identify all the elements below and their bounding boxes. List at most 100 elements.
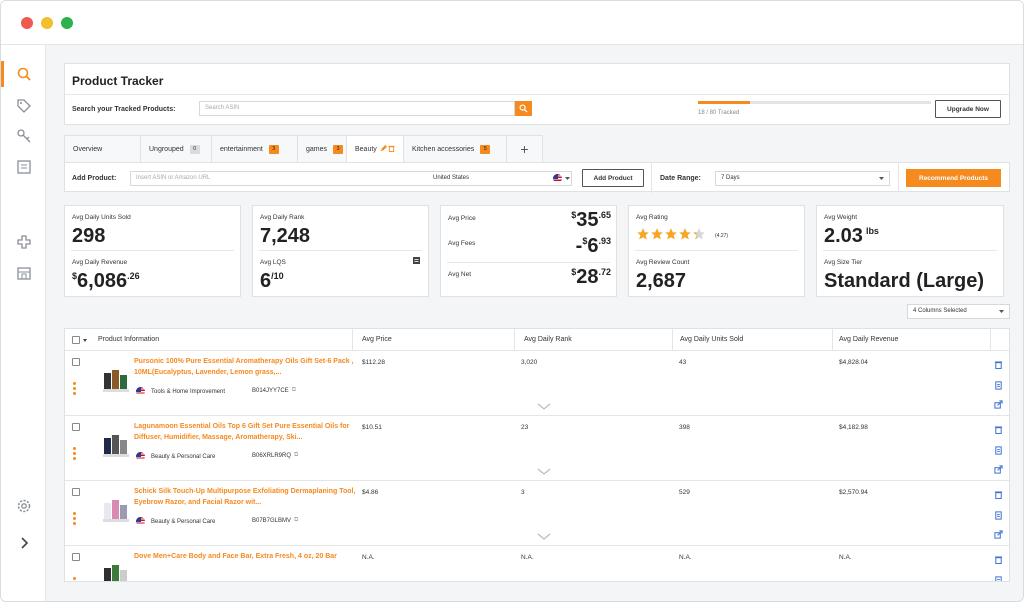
tab-entertainment[interactable]: entertainment 3 [211, 135, 298, 162]
avg-units-cell: 398 [679, 424, 690, 431]
maximize-window-button[interactable] [61, 17, 73, 29]
columns-selector[interactable]: 4 Columns Selected [907, 304, 1010, 319]
tab-ungrouped[interactable]: Ungrouped 0 [140, 135, 212, 162]
tab-games[interactable]: games 3 [297, 135, 347, 162]
row-checkbox[interactable] [72, 358, 80, 366]
column-header[interactable]: Avg Daily Units Sold [680, 336, 744, 343]
avg-price-cell: N.A. [362, 554, 375, 561]
document-icon[interactable] [994, 381, 1003, 390]
metric-divider [823, 250, 997, 251]
tracked-count: 18 / 80 Tracked [698, 110, 740, 116]
asin-url-placeholder: Insert ASIN or Amazon URL [136, 175, 211, 181]
avg-revenue-cell: $4,828.04 [839, 359, 868, 366]
date-range-select[interactable]: 7 Days [715, 171, 890, 186]
row-checkbox[interactable] [72, 553, 80, 561]
minimize-window-button[interactable] [41, 17, 53, 29]
table-row[interactable]: Pursonic 100% Pure Essential Aromatherap… [65, 351, 1009, 416]
trash-icon[interactable] [994, 490, 1003, 499]
value-cents: .93 [598, 236, 611, 246]
tab-kitchen-accessories[interactable]: Kitchen accessories 5 [403, 135, 507, 162]
tab-overview[interactable]: Overview [64, 135, 141, 162]
edit-icon[interactable] [380, 145, 387, 154]
product-asin[interactable]: B06XRLR9RQ [252, 452, 292, 459]
chevron-right-icon[interactable] [13, 532, 35, 554]
external-link-icon[interactable] [994, 530, 1003, 539]
row-menu-icon[interactable] [73, 447, 76, 462]
product-name-link[interactable]: Lagunamoon Essential Oils Top 6 Gift Set… [134, 423, 350, 441]
store-icon[interactable] [13, 262, 35, 284]
add-tab-button[interactable]: + [506, 135, 543, 162]
date-range-value: 7 Days [721, 175, 740, 181]
column-header[interactable]: Avg Price [362, 336, 392, 343]
product-asin[interactable]: B014JYY7CE [252, 387, 289, 394]
title-bar [1, 1, 1023, 45]
table-row[interactable]: Schick Silk Touch-Up Multipurpose Exfoli… [65, 481, 1009, 546]
select-all-checkbox[interactable] [72, 336, 80, 344]
metric-card-rating-reviews: Avg Rating (4.27) Avg Review Count 2,687 [628, 205, 805, 297]
tab-label: Overview [73, 145, 103, 153]
caret-down-icon [879, 177, 884, 180]
chevron-down-icon[interactable] [537, 403, 551, 411]
book-icon[interactable] [13, 156, 35, 178]
gear-icon[interactable] [13, 495, 35, 517]
value-cents: .26 [127, 271, 140, 281]
key-icon[interactable] [13, 125, 35, 147]
trash-icon[interactable] [388, 145, 395, 154]
product-meta: Beauty & Personal Care [136, 517, 215, 526]
chevron-down-icon[interactable] [537, 468, 551, 476]
product-meta: Beauty & Personal Care [136, 452, 215, 461]
row-checkbox[interactable] [72, 423, 80, 431]
upgrade-now-button[interactable]: Upgrade Now [935, 100, 1001, 118]
column-header[interactable]: Avg Daily Rank [524, 336, 572, 343]
puzzle-icon[interactable] [13, 231, 35, 253]
close-window-button[interactable] [21, 17, 33, 29]
add-product-button[interactable]: Add Product [582, 169, 644, 187]
row-menu-icon[interactable] [73, 512, 76, 527]
document-icon[interactable] [994, 576, 1003, 582]
product-asin[interactable]: B07B7GLBMV [252, 517, 292, 524]
search-icon[interactable] [13, 63, 35, 85]
row-menu-icon[interactable] [73, 577, 76, 581]
column-divider [352, 329, 353, 351]
trash-icon[interactable] [994, 555, 1003, 564]
chevron-down-icon[interactable] [537, 533, 551, 541]
tag-icon[interactable] [13, 95, 35, 117]
table-row[interactable]: Dove Men+Care Body and Face Bar, Extra F… [65, 546, 1009, 582]
star-icon [664, 227, 678, 246]
value-whole: 6 [587, 235, 599, 257]
external-link-icon[interactable] [994, 400, 1003, 409]
metric-label: Avg Daily Rank [260, 214, 305, 221]
asin-url-input[interactable]: Insert ASIN or Amazon URL United States [130, 171, 572, 186]
column-header[interactable]: Product Information [98, 336, 160, 343]
document-icon[interactable] [994, 511, 1003, 520]
search-input[interactable]: Search ASIN [199, 101, 515, 116]
column-header[interactable]: Avg Daily Revenue [839, 336, 899, 343]
currency-symbol: $ [72, 271, 78, 281]
row-checkbox[interactable] [72, 488, 80, 496]
copy-icon[interactable]: ⧉ [294, 452, 299, 458]
caret-down-icon[interactable] [83, 339, 87, 342]
trash-icon[interactable] [994, 425, 1003, 434]
search-button[interactable] [515, 101, 532, 116]
recommend-products-button[interactable]: Recommend Products [906, 169, 1001, 187]
product-name-link[interactable]: Pursonic 100% Pure Essential Aromatherap… [134, 358, 354, 376]
us-flag-icon [136, 452, 145, 461]
table-row[interactable]: Lagunamoon Essential Oils Top 6 Gift Set… [65, 416, 1009, 481]
copy-icon[interactable]: ⧉ [294, 517, 299, 523]
avg-rank-cell: N.A. [521, 554, 534, 561]
product-name-link[interactable]: Dove Men+Care Body and Face Bar, Extra F… [134, 553, 337, 560]
copy-icon[interactable]: ⧉ [291, 387, 296, 393]
trash-icon[interactable] [994, 360, 1003, 369]
lqs-info-icon[interactable] [413, 257, 420, 264]
external-link-icon[interactable] [994, 465, 1003, 474]
metric-value: Standard (Large) [824, 270, 985, 292]
tab-beauty[interactable]: Beauty [346, 135, 404, 163]
row-menu-icon[interactable] [73, 382, 76, 397]
table-header: Product Information Avg Price Avg Daily … [65, 329, 1009, 351]
marketplace-select[interactable]: United States [433, 175, 470, 181]
value-sign: - [575, 235, 583, 257]
column-divider [990, 329, 991, 351]
metric-label: Avg Fees [448, 240, 476, 247]
product-name-link[interactable]: Schick Silk Touch-Up Multipurpose Exfoli… [134, 488, 356, 506]
document-icon[interactable] [994, 446, 1003, 455]
